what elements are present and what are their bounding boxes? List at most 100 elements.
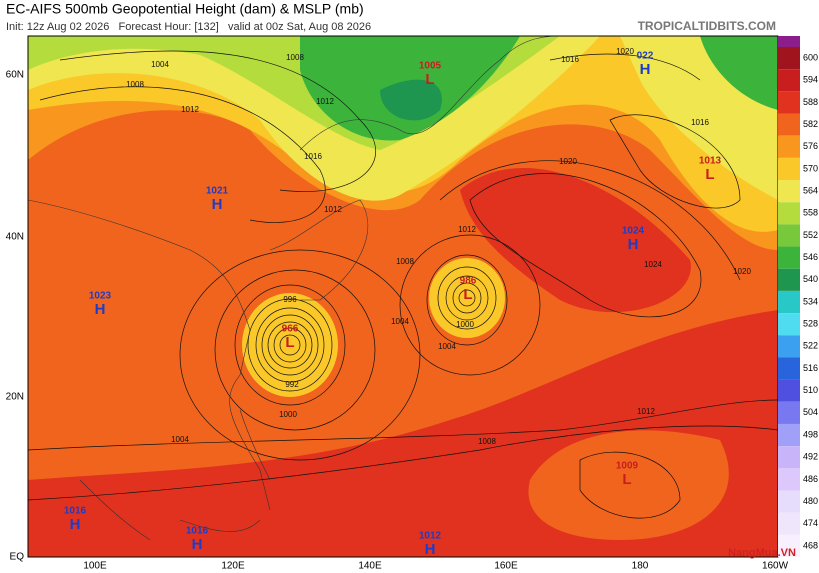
colorbar-swatch <box>778 313 800 336</box>
colorbar-label: 546 <box>803 252 818 262</box>
isobar-label: 1000 <box>279 410 297 419</box>
title: EC-AIFS 500mb Geopotential Height (dam) … <box>6 1 364 17</box>
lon-label: 100E <box>83 561 107 572</box>
colorbar-label: 492 <box>803 452 818 462</box>
center-letter: L <box>622 471 631 488</box>
isobar-label: 1012 <box>458 225 476 234</box>
center-letter: H <box>628 236 639 253</box>
isobar-label: 1012 <box>316 97 334 106</box>
isobar-label: 1004 <box>171 435 189 444</box>
colorbar-swatch <box>778 468 800 491</box>
colorbar-swatch <box>778 180 800 203</box>
lon-label: 160W <box>762 561 789 572</box>
colorbar-swatch <box>778 246 800 269</box>
colorbar-label: 504 <box>803 407 818 417</box>
colorbar-swatch <box>778 157 800 181</box>
colorbar-swatch <box>778 401 800 424</box>
colorbar-swatch <box>778 135 800 158</box>
colorbar-swatch <box>778 534 800 557</box>
center-value: 1016 <box>186 526 209 537</box>
center-letter: L <box>425 71 434 88</box>
map-field <box>28 36 778 557</box>
colorbar-label: 522 <box>803 341 818 351</box>
colorbar-label: 480 <box>803 496 818 506</box>
isobar-label: 1016 <box>561 55 579 64</box>
isobar-label: 1008 <box>396 257 414 266</box>
center-value: 1012 <box>419 531 442 542</box>
colorbar-swatch <box>778 357 800 380</box>
isobar-label: 996 <box>283 295 297 304</box>
center-value: 1005 <box>419 61 442 72</box>
colorbar-label: 576 <box>803 141 818 151</box>
colorbar-swatch <box>778 335 800 358</box>
colorbar-label: 534 <box>803 296 818 306</box>
center-letter: L <box>463 286 472 303</box>
lon-label: 160E <box>494 561 518 572</box>
colorbar-swatch <box>778 47 800 70</box>
colorbar-swatch <box>778 446 800 469</box>
isobar-label: 1000 <box>456 320 474 329</box>
isobar-label: 1016 <box>691 118 709 127</box>
center-value: 1023 <box>89 291 112 302</box>
isobar-label: 1020 <box>559 157 577 166</box>
colorbar-label: 600 <box>803 52 818 62</box>
colorbar-swatch <box>778 268 800 291</box>
colorbar: 600 594 588 582 576 570 564 558 552 546 540 534 528 5… <box>778 36 818 557</box>
colorbar-label: 594 <box>803 75 818 85</box>
colorbar-label: 474 <box>803 518 818 528</box>
colorbar-label: 588 <box>803 97 818 107</box>
center-value: 1024 <box>622 226 645 237</box>
lon-label: 140E <box>358 561 382 572</box>
lat-label: 40N <box>6 232 24 243</box>
center-letter: L <box>705 166 714 183</box>
colorbar-swatch <box>778 379 800 402</box>
isobar-label: 992 <box>285 380 299 389</box>
colorbar-label: 516 <box>803 363 818 373</box>
isobar-label: 1012 <box>324 205 342 214</box>
lon-label: 180 <box>632 561 649 572</box>
lon-label: 120E <box>221 561 245 572</box>
colorbar-swatch <box>778 113 800 136</box>
center-letter: H <box>192 536 203 553</box>
isobar-label: 1004 <box>438 342 456 351</box>
watermark: NangMua.VN <box>728 547 796 559</box>
colorbar-swatch <box>778 290 800 314</box>
colorbar-label: 468 <box>803 540 818 550</box>
center-letter: H <box>212 196 223 213</box>
isobar-label: 1004 <box>391 317 409 326</box>
colorbar-label: 570 <box>803 163 818 173</box>
site: TROPICALTIDBITS.COM <box>638 19 776 33</box>
center-letter: H <box>95 301 106 318</box>
coastlines <box>28 36 561 541</box>
center-letter: L <box>285 334 294 351</box>
isobar-label: 1024 <box>644 260 662 269</box>
colorbar-label: 558 <box>803 208 818 218</box>
colorbar-swatch <box>778 512 800 535</box>
center-value: 022 <box>637 51 654 62</box>
center-letter: H <box>640 61 651 78</box>
subtitle: Init: 12z Aug 02 2026 Forecast Hour: [13… <box>6 21 371 33</box>
colorbar-label: 540 <box>803 274 818 284</box>
colorbar-label: 564 <box>803 186 818 196</box>
center-letter: H <box>425 541 436 558</box>
isobar-label: 1008 <box>478 437 496 446</box>
colorbar-label: 486 <box>803 474 818 484</box>
colorbar-swatch <box>778 490 800 513</box>
center-value: 1021 <box>206 186 229 197</box>
center-letter: H <box>70 516 81 533</box>
colorbar-swatch <box>778 224 800 247</box>
colorbar-swatch <box>778 423 800 447</box>
lat-label: 60N <box>6 70 24 81</box>
colorbar-label: 498 <box>803 429 818 439</box>
colorbar-label: 552 <box>803 230 818 240</box>
isobar-label: 1012 <box>181 105 199 114</box>
center-value: 1016 <box>64 506 87 517</box>
center-value: 986 <box>460 276 477 287</box>
colorbar-label: 582 <box>803 119 818 129</box>
isobar-label: 1008 <box>126 80 144 89</box>
lat-label: EQ <box>10 552 25 563</box>
colorbar-swatch <box>778 91 800 114</box>
colorbar-top <box>778 36 800 47</box>
